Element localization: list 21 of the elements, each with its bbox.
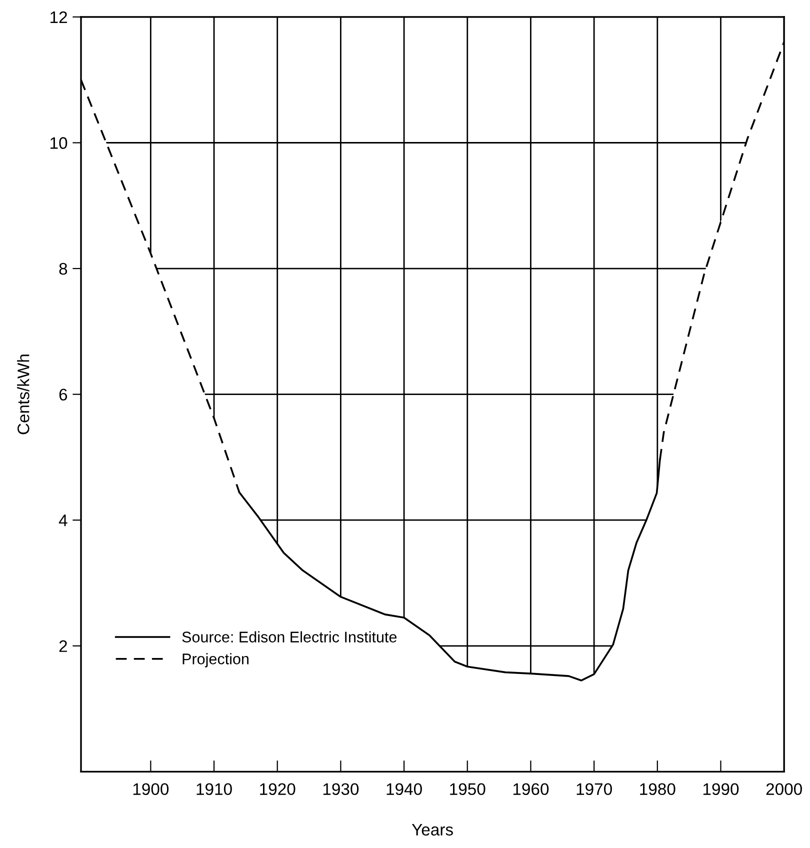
x-tick-label: 1970 [576, 783, 612, 796]
y-tick-label: 10 [50, 137, 68, 149]
x-tick-label: 1920 [260, 783, 296, 796]
x-axis-title: Years [412, 824, 453, 836]
x-tick-label: 1960 [513, 783, 549, 796]
y-axis-title: Cents/kWh [17, 354, 30, 434]
y-tick-label: 12 [50, 11, 67, 23]
x-tick-label: 1990 [703, 783, 739, 796]
x-tick-label: 1930 [323, 783, 359, 796]
y-tick-label: 2 [59, 640, 67, 652]
x-tick-label: 1900 [133, 783, 169, 796]
x-tick-label: 1910 [196, 783, 232, 796]
x-tick-label: 2000 [766, 783, 802, 796]
legend-label: Projection [182, 653, 248, 668]
x-tick-label: 1950 [450, 783, 486, 796]
legend-label: Source: Edison Electric Institute [182, 631, 397, 642]
y-tick-label: 8 [59, 262, 68, 275]
x-tick-label: 1980 [640, 783, 676, 796]
x-tick-label: 1940 [386, 783, 422, 796]
y-tick-label: 4 [58, 514, 68, 526]
y-tick-label: 6 [59, 388, 68, 401]
